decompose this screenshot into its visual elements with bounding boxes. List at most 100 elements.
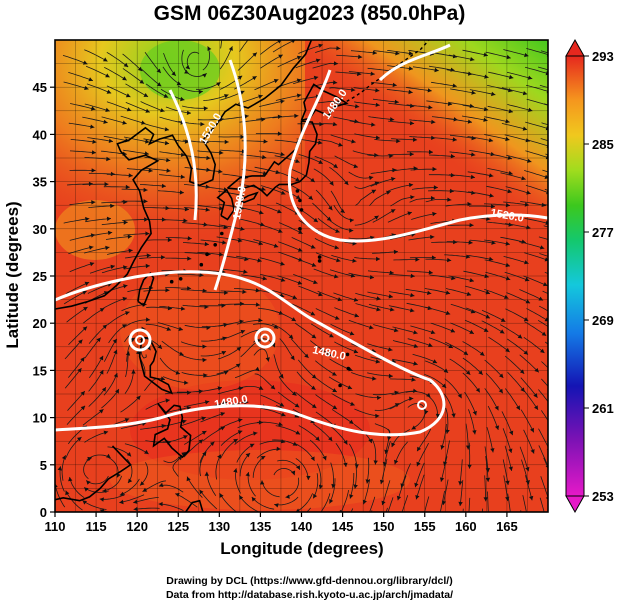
- streamline-arrow: [452, 83, 457, 88]
- streamline-arrow: [480, 531, 484, 535]
- streamline-arrow: [161, 255, 166, 260]
- streamline: [390, 196, 415, 207]
- streamline: [539, 84, 548, 89]
- streamline: [237, 52, 258, 71]
- streamline: [125, 319, 151, 327]
- streamline-arrow: [207, 46, 212, 51]
- streamline: [141, 69, 162, 87]
- streamline: [201, 223, 228, 229]
- streamline: [424, 374, 447, 389]
- streamline: [542, 169, 548, 173]
- streamline: [142, 480, 167, 492]
- island: [317, 255, 322, 259]
- streamline-arrow: [319, 122, 324, 127]
- streamline-arrow: [390, 117, 395, 122]
- streamline: [165, 257, 192, 260]
- streamline: [328, 376, 353, 389]
- streamline-arrow: [555, 330, 560, 334]
- streamline-arrow: [166, 168, 171, 173]
- island: [205, 252, 209, 257]
- streamline: [445, 341, 469, 356]
- streamline: [522, 495, 527, 512]
- streamline: [445, 203, 472, 207]
- island: [178, 277, 183, 281]
- streamline-arrow: [90, 106, 96, 111]
- streamline-arrow: [451, 275, 456, 281]
- streamline-arrow: [310, 456, 315, 461]
- streamline: [126, 168, 153, 172]
- streamline-arrow: [145, 231, 150, 236]
- streamline-arrow: [217, 454, 222, 459]
- streamline-arrow: [308, 195, 313, 200]
- streamline-arrow: [127, 234, 132, 239]
- streamline-arrow: [82, 290, 87, 295]
- streamline-arrow: [523, 350, 528, 355]
- streamline-arrow: [108, 138, 113, 143]
- streamline-arrow: [68, 477, 73, 482]
- streamline-arrow: [82, 500, 87, 505]
- streamline: [425, 199, 452, 203]
- streamline: [335, 442, 347, 467]
- streamline-arrow: [420, 535, 424, 540]
- streamline: [373, 50, 400, 55]
- streamline: [122, 53, 143, 72]
- streamline: [519, 241, 545, 249]
- streamline-arrow: [353, 164, 358, 169]
- coastline: [300, 83, 349, 121]
- streamline: [310, 340, 332, 357]
- streamline: [485, 372, 504, 394]
- streamline-arrow: [263, 139, 268, 144]
- streamline-arrow: [445, 310, 451, 315]
- streamline: [139, 256, 166, 259]
- streamline: [331, 254, 357, 262]
- streamline: [165, 287, 192, 289]
- streamline-arrow: [161, 183, 166, 189]
- streamline: [103, 186, 130, 188]
- streamline-arrow: [526, 190, 531, 195]
- streamline-arrow: [182, 419, 187, 424]
- contour-line: [168, 89, 198, 221]
- streamline-arrow: [123, 62, 129, 67]
- streamline-arrow: [296, 78, 302, 83]
- streamline-arrow: [428, 105, 433, 110]
- streamline-arrow: [204, 471, 209, 476]
- streamline-arrow: [222, 240, 227, 245]
- island: [299, 208, 304, 212]
- streamline: [220, 430, 243, 446]
- streamline: [101, 116, 127, 125]
- streamline: [106, 51, 129, 68]
- streamline: [295, 59, 321, 69]
- streamline: [521, 459, 530, 485]
- streamline-arrow: [221, 351, 226, 355]
- streamline-arrow: [310, 419, 315, 424]
- streamline: [444, 254, 471, 258]
- streamline-arrow: [354, 104, 360, 109]
- streamline: [69, 201, 96, 206]
- streamline: [106, 101, 132, 112]
- streamline-arrow: [491, 91, 496, 97]
- x-tick-label: 135: [250, 519, 272, 534]
- streamline: [525, 184, 548, 193]
- streamline-arrow: [106, 156, 111, 162]
- streamline: [159, 357, 181, 375]
- streamline-arrow: [485, 314, 490, 319]
- streamline: [524, 218, 548, 224]
- streamline: [277, 275, 303, 285]
- streamline: [144, 167, 171, 172]
- streamline: [139, 184, 166, 187]
- streamline: [215, 454, 222, 480]
- streamline-arrow: [167, 237, 172, 243]
- streamline: [67, 390, 86, 411]
- streamline: [352, 150, 379, 156]
- streamline: [157, 322, 184, 331]
- streamline: [182, 304, 209, 308]
- streamline: [82, 408, 104, 426]
- streamline: [196, 168, 223, 173]
- streamline-arrow: [160, 376, 165, 381]
- island: [220, 231, 224, 236]
- streamline: [424, 360, 449, 374]
- streamline-arrow: [415, 257, 420, 262]
- streamline-arrow: [239, 319, 244, 324]
- streamline: [182, 242, 209, 245]
- streamline: [122, 68, 145, 84]
